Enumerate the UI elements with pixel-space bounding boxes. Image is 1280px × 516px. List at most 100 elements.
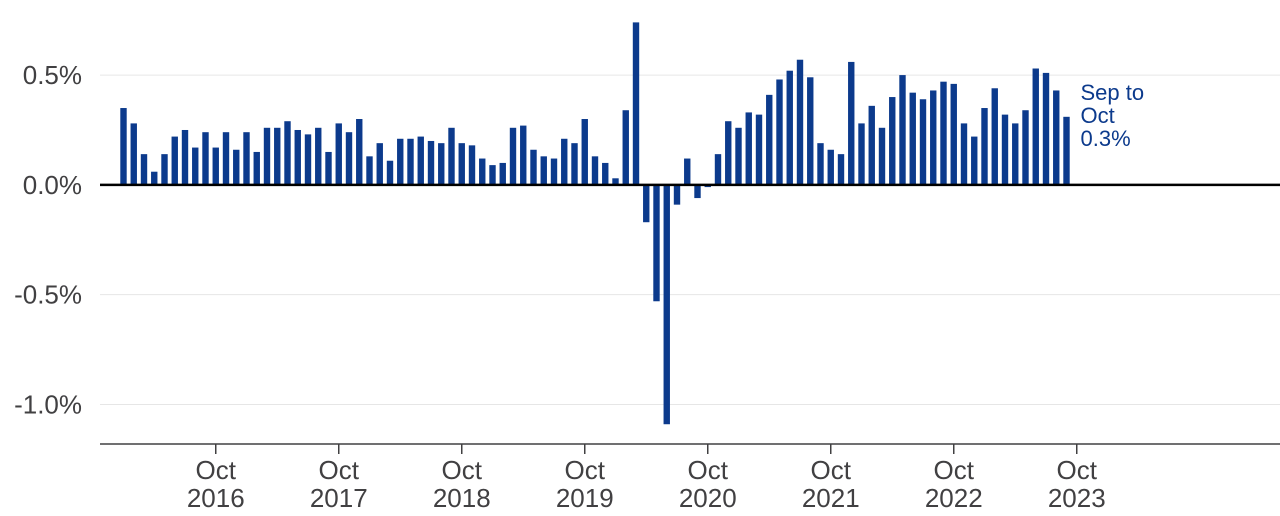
bar bbox=[848, 61, 855, 185]
bar bbox=[899, 75, 906, 185]
bar bbox=[663, 184, 670, 425]
bar bbox=[181, 129, 189, 185]
bar bbox=[858, 123, 865, 185]
bar bbox=[632, 22, 640, 185]
bar bbox=[161, 154, 168, 185]
bar bbox=[940, 81, 947, 185]
x-tick-label-month: Oct bbox=[934, 455, 975, 485]
bar bbox=[253, 151, 260, 185]
bar bbox=[120, 108, 127, 185]
bar bbox=[304, 134, 312, 185]
bar bbox=[345, 132, 353, 185]
bar bbox=[622, 110, 629, 185]
bar bbox=[714, 154, 722, 185]
x-tick-label-year: 2016 bbox=[187, 483, 245, 513]
x-tick-label-year: 2020 bbox=[679, 483, 737, 513]
bar bbox=[755, 114, 763, 185]
bar bbox=[745, 112, 752, 185]
bar bbox=[520, 125, 527, 185]
bar bbox=[212, 147, 219, 185]
x-tick-label-month: Oct bbox=[565, 455, 606, 485]
x-tick-label-year: 2017 bbox=[310, 483, 368, 513]
bar bbox=[612, 178, 619, 185]
y-axis-tick-labels: 0.5% 0.0% -0.5% -1.0% bbox=[14, 60, 82, 419]
bar bbox=[140, 154, 148, 185]
bar bbox=[971, 136, 978, 185]
bar bbox=[653, 184, 660, 302]
bar bbox=[407, 138, 414, 185]
bar bbox=[919, 99, 927, 185]
bar bbox=[315, 127, 322, 185]
bar bbox=[1032, 68, 1039, 185]
x-tick-label-month: Oct bbox=[319, 455, 360, 485]
x-tick-label-year: 2018 bbox=[433, 483, 491, 513]
bar bbox=[294, 129, 301, 185]
bar bbox=[489, 165, 496, 185]
bar bbox=[561, 138, 568, 185]
bar bbox=[366, 156, 373, 185]
bar bbox=[725, 121, 732, 185]
bar bbox=[417, 136, 424, 185]
x-tick-label-month: Oct bbox=[196, 455, 237, 485]
bar bbox=[581, 119, 588, 185]
x-axis-ticks: Oct2016Oct2017Oct2018Oct2019Oct2020Oct20… bbox=[187, 444, 1106, 513]
bar bbox=[1063, 116, 1070, 185]
bar bbox=[878, 127, 886, 185]
x-tick-label-month: Oct bbox=[688, 455, 729, 485]
y-tick-label: -1.0% bbox=[14, 389, 82, 419]
bar bbox=[192, 147, 199, 185]
bar bbox=[684, 158, 691, 185]
bar bbox=[540, 156, 547, 185]
bar bbox=[438, 143, 445, 185]
bar bbox=[643, 184, 650, 223]
bar bbox=[694, 184, 701, 199]
bar bbox=[786, 70, 793, 185]
bar bbox=[591, 156, 599, 185]
bar bbox=[991, 88, 998, 185]
bar bbox=[817, 143, 824, 185]
bar bbox=[807, 77, 814, 185]
bar bbox=[284, 121, 291, 185]
bar bbox=[735, 127, 742, 185]
bar bbox=[243, 132, 250, 185]
x-tick-label-month: Oct bbox=[442, 455, 483, 485]
bar bbox=[1001, 114, 1009, 185]
bar bbox=[151, 171, 158, 185]
bar bbox=[335, 123, 342, 185]
bar bbox=[827, 149, 834, 185]
bar bbox=[1012, 123, 1019, 185]
y-tick-label: -0.5% bbox=[14, 280, 82, 310]
x-tick-label-year: 2023 bbox=[1048, 483, 1106, 513]
bar bbox=[171, 136, 178, 185]
bar bbox=[530, 149, 537, 185]
last-value-annotation: Sep to Oct 0.3% bbox=[1081, 80, 1145, 151]
bar bbox=[909, 92, 916, 185]
y-tick-label: 0.0% bbox=[23, 170, 82, 200]
bar bbox=[233, 149, 240, 185]
x-tick-label-year: 2019 bbox=[556, 483, 614, 513]
bar bbox=[950, 83, 957, 185]
bar bbox=[397, 138, 404, 185]
bar bbox=[673, 184, 681, 205]
bar bbox=[981, 108, 988, 185]
bar bbox=[837, 154, 845, 185]
bar bbox=[222, 132, 230, 185]
bar bbox=[776, 79, 783, 185]
bar bbox=[376, 143, 383, 185]
bar bbox=[571, 143, 578, 185]
bar bbox=[274, 127, 281, 185]
bar bbox=[960, 123, 968, 185]
bar bbox=[1022, 110, 1029, 185]
y-tick-label: 0.5% bbox=[23, 60, 82, 90]
gridlines bbox=[100, 74, 1280, 405]
bar bbox=[458, 143, 465, 185]
bar bbox=[479, 158, 486, 185]
bar bbox=[889, 97, 896, 185]
bar bbox=[1042, 72, 1050, 185]
bar bbox=[325, 151, 332, 185]
bars bbox=[120, 22, 1070, 425]
bar bbox=[499, 162, 506, 185]
annotation-line: Oct bbox=[1081, 103, 1115, 128]
x-tick-label-year: 2022 bbox=[925, 483, 983, 513]
